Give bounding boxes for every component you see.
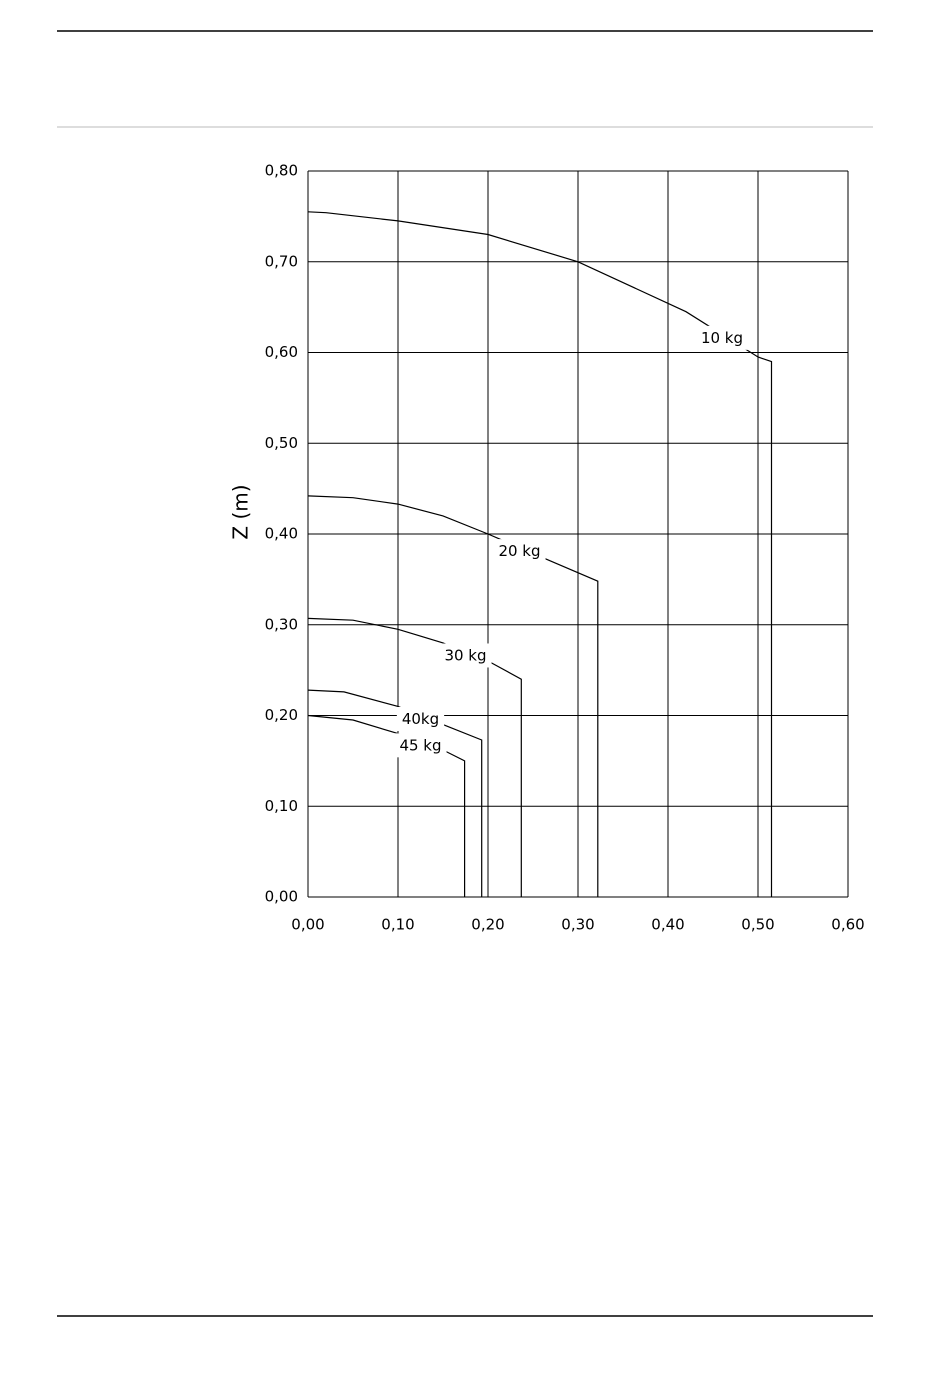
y-tick-label: 0,40 — [265, 525, 298, 543]
x-tick-label: 0,40 — [651, 916, 684, 934]
x-tick-label: 0,60 — [831, 916, 864, 934]
series-label: 10 kg — [701, 329, 743, 347]
series-line — [307, 689, 483, 897]
series-label: 45 kg — [399, 736, 441, 754]
y-tick-label: 0,30 — [265, 615, 298, 633]
series-line — [307, 211, 773, 897]
x-tick-label: 0,20 — [471, 916, 504, 934]
series-label: 40kg — [402, 710, 439, 728]
label-background — [493, 539, 546, 564]
series-line — [307, 617, 522, 897]
y-tick-label: 0,50 — [265, 434, 298, 452]
label-background — [439, 643, 492, 668]
x-tick-label: 0,30 — [561, 916, 594, 934]
x-tick-label: 0,00 — [291, 916, 324, 934]
label-background — [394, 733, 447, 758]
y-tick-label: 0,00 — [265, 888, 298, 906]
y-tick-label: 0,60 — [265, 343, 298, 361]
label-background — [695, 325, 749, 350]
y-tick-label: 0,70 — [265, 252, 298, 270]
series-label: 30 kg — [444, 646, 486, 664]
x-tick-label: 0,50 — [741, 916, 774, 934]
series-line — [307, 495, 599, 897]
y-tick-label: 0,20 — [265, 706, 298, 724]
x-tick-label: 0,10 — [381, 916, 414, 934]
y-axis-label: Z (m) — [229, 484, 253, 539]
label-background — [396, 707, 445, 731]
series-label: 20 kg — [498, 542, 540, 560]
y-tick-label: 0,80 — [265, 162, 298, 180]
y-tick-label: 0,10 — [265, 797, 298, 815]
